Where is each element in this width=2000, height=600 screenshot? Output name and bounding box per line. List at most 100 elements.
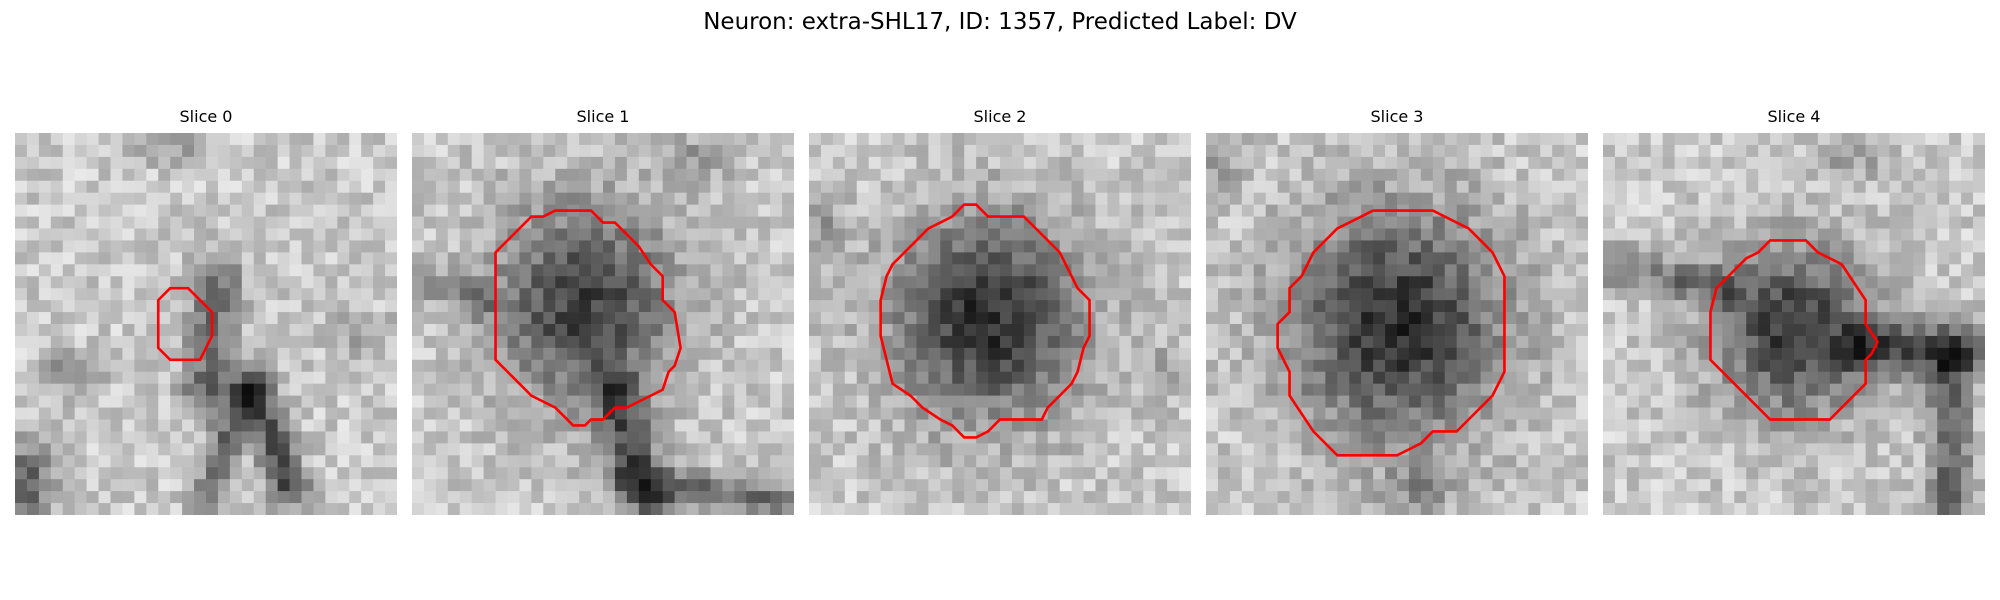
pixel bbox=[1516, 192, 1529, 205]
pixel bbox=[38, 240, 52, 253]
pixel bbox=[1492, 407, 1505, 420]
pixel bbox=[1877, 216, 1890, 229]
pixel bbox=[519, 204, 532, 217]
pixel bbox=[447, 455, 461, 468]
pixel bbox=[1143, 252, 1156, 265]
pixel bbox=[62, 240, 76, 253]
pixel bbox=[1961, 324, 1974, 337]
pixel bbox=[928, 180, 941, 194]
pixel bbox=[1385, 347, 1398, 361]
pixel bbox=[1794, 359, 1807, 373]
pixel bbox=[1877, 383, 1890, 396]
pixel bbox=[1432, 467, 1446, 480]
pixel bbox=[1841, 180, 1855, 194]
pixel bbox=[325, 395, 338, 408]
pixel bbox=[1686, 240, 1699, 253]
pixel bbox=[1131, 288, 1144, 301]
pixel bbox=[698, 383, 711, 396]
pixel bbox=[1047, 144, 1061, 158]
pixel bbox=[734, 192, 747, 205]
pixel bbox=[555, 156, 568, 170]
pixel bbox=[134, 144, 147, 158]
pixel bbox=[1794, 335, 1807, 349]
pixel bbox=[483, 168, 496, 182]
pixel bbox=[555, 240, 568, 253]
pixel bbox=[447, 168, 461, 182]
pixel bbox=[1217, 503, 1231, 515]
pixel bbox=[674, 491, 687, 504]
pixel bbox=[770, 419, 783, 432]
pixel bbox=[746, 264, 759, 277]
pixel bbox=[531, 407, 544, 420]
pixel bbox=[182, 312, 195, 325]
pixel bbox=[1638, 276, 1652, 289]
pixel bbox=[1638, 192, 1652, 205]
pixel bbox=[1853, 240, 1866, 253]
pixel bbox=[74, 204, 87, 217]
pixel bbox=[1265, 395, 1278, 408]
pixel bbox=[1047, 407, 1061, 420]
pixel bbox=[277, 300, 290, 313]
pixel bbox=[1349, 431, 1362, 444]
pixel bbox=[1937, 300, 1950, 313]
pixel bbox=[86, 144, 99, 158]
pixel bbox=[868, 300, 881, 313]
pixel bbox=[1698, 288, 1711, 301]
pixel bbox=[1071, 503, 1084, 515]
pixel bbox=[1552, 204, 1565, 217]
pixel bbox=[86, 216, 99, 229]
pixel bbox=[1686, 276, 1699, 289]
pixel bbox=[1289, 216, 1302, 229]
pixel bbox=[459, 144, 473, 158]
pixel bbox=[122, 276, 135, 289]
pixel bbox=[471, 395, 484, 408]
pixel bbox=[758, 133, 771, 146]
pixel bbox=[1373, 324, 1386, 337]
pixel bbox=[650, 156, 664, 170]
pixel bbox=[591, 455, 604, 468]
pixel bbox=[146, 180, 159, 194]
pixel bbox=[820, 133, 834, 146]
pixel bbox=[1432, 455, 1446, 468]
pixel bbox=[1686, 383, 1699, 396]
pixel bbox=[591, 144, 604, 158]
pixel bbox=[964, 491, 977, 504]
pixel bbox=[62, 276, 76, 289]
pixel bbox=[1949, 371, 1962, 385]
pixel bbox=[1603, 300, 1616, 313]
pixel bbox=[1925, 300, 1938, 313]
pixel bbox=[1949, 288, 1962, 301]
pixel bbox=[904, 168, 917, 182]
pixel bbox=[1337, 324, 1350, 337]
pixel bbox=[385, 228, 397, 241]
pixel bbox=[952, 264, 965, 277]
pixel bbox=[1650, 144, 1664, 158]
pixel bbox=[423, 383, 437, 396]
pixel bbox=[241, 335, 255, 349]
pixel bbox=[1925, 156, 1938, 170]
pixel bbox=[1277, 347, 1290, 361]
pixel bbox=[579, 216, 592, 229]
pixel bbox=[1206, 503, 1219, 515]
pixel bbox=[1313, 335, 1326, 349]
pixel bbox=[471, 407, 484, 420]
pixel bbox=[964, 288, 977, 301]
pixel bbox=[1662, 312, 1675, 325]
figure-title: Neuron: extra-SHL17, ID: 1357, Predicted… bbox=[703, 9, 1297, 35]
pixel bbox=[1698, 300, 1711, 313]
pixel bbox=[555, 503, 568, 515]
pixel bbox=[1961, 300, 1974, 313]
pixel bbox=[373, 228, 386, 241]
pixel bbox=[1023, 467, 1037, 480]
pixel bbox=[686, 240, 699, 253]
pixel bbox=[892, 156, 905, 170]
pixel bbox=[1241, 491, 1255, 504]
pixel bbox=[722, 359, 735, 373]
pixel bbox=[1011, 335, 1025, 349]
pixel bbox=[1397, 491, 1410, 504]
pixel bbox=[746, 407, 759, 420]
pixel bbox=[349, 455, 362, 468]
pixel bbox=[555, 335, 568, 349]
pixel bbox=[988, 395, 1001, 408]
pixel bbox=[1349, 407, 1362, 420]
